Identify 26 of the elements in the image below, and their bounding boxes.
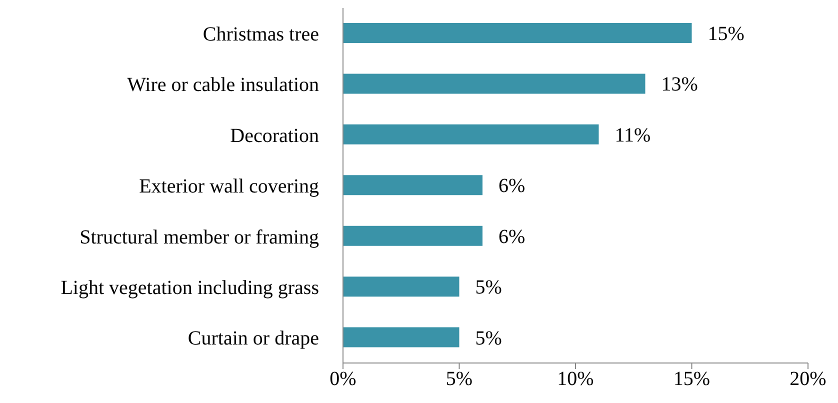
bar	[343, 23, 692, 43]
x-tick-label: 5%	[446, 368, 473, 390]
y-tick-label: Curtain or drape	[188, 328, 320, 350]
y-tick-label: Exterior wall covering	[139, 176, 319, 198]
bar	[343, 124, 599, 144]
x-tick-label: 20%	[790, 368, 826, 390]
bar	[343, 175, 482, 196]
data-label: 11%	[614, 124, 651, 146]
data-label: 5%	[475, 327, 502, 350]
y-tick-label: Christmas tree	[202, 23, 320, 46]
y-tick-label: Wire or cable insulation	[127, 74, 319, 96]
data-label: 6%	[498, 175, 526, 198]
y-tick-label: Light vegetation including grass	[60, 277, 320, 300]
bar	[343, 276, 460, 297]
y-tick-label: Decoration	[230, 124, 319, 147]
data-label: 5%	[475, 276, 502, 299]
bar	[343, 327, 460, 348]
x-tick-label: 10%	[557, 368, 594, 390]
data-label: 15%	[708, 23, 744, 45]
bar	[343, 226, 482, 246]
x-tick-label: 15%	[673, 368, 710, 390]
y-tick-label: Structural member or framing	[80, 226, 319, 248]
bar	[343, 74, 646, 94]
x-tick-label: 0%	[330, 368, 356, 390]
data-label: 6%	[498, 226, 526, 248]
data-label: 13%	[661, 74, 698, 96]
